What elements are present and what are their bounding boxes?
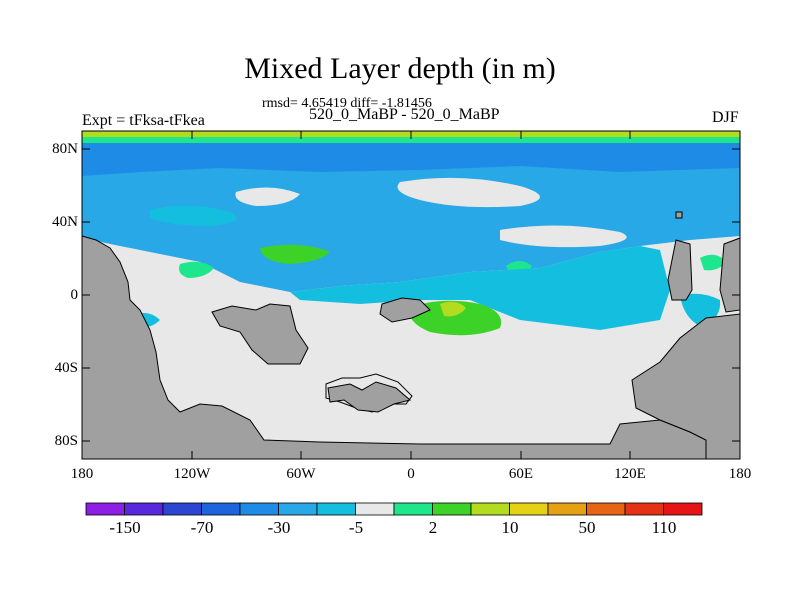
tick-marks: [82, 131, 740, 459]
colorbar-box: [355, 502, 395, 516]
colorbar-box: [278, 502, 318, 516]
lon-tick-label: 180: [728, 466, 752, 482]
lat-tick-label: 40S: [54, 360, 78, 376]
green-patch-b: [179, 261, 214, 278]
light-patch-a: [397, 177, 540, 208]
lon-tick-label: 120W: [173, 466, 211, 482]
landmass-west: [211, 303, 309, 365]
light-patch-b: [235, 187, 300, 206]
lon-tick-label: 60W: [286, 466, 316, 482]
lon-tick-label: 60E: [508, 466, 534, 482]
light-patch-c: [500, 225, 627, 248]
landmass-equatorial: [379, 297, 431, 323]
arctic-green-band: [82, 137, 740, 143]
colorbar-box: [586, 502, 626, 516]
colorbar-box: [393, 502, 433, 516]
colorbar-box: [316, 502, 356, 516]
lat-tick-label: 80S: [54, 433, 78, 449]
small-island: [675, 211, 683, 219]
colorbar-label: 110: [651, 518, 677, 537]
equatorial-green-patch: [409, 300, 502, 336]
colorbar-label: -70: [190, 518, 214, 537]
map-subtitle: 520_0_MaBP - 520_0_MaBP: [309, 106, 500, 123]
colorbar-box: [663, 502, 703, 516]
landmass-east-north: [667, 239, 693, 301]
colorbar-box: [547, 502, 587, 516]
colorbar-box: [124, 502, 164, 516]
lat-tick-label: 80N: [52, 141, 78, 157]
equatorial-yellow-patch: [440, 301, 466, 317]
season-label: DJF: [712, 109, 739, 126]
lon-tick-label: 0: [407, 466, 415, 482]
colorbar-label: -30: [267, 518, 291, 537]
green-patch-a: [260, 244, 330, 264]
colorbar-box: [201, 502, 241, 516]
colorbar-box: [624, 502, 664, 516]
colorbar-box: [509, 502, 549, 516]
equatorial-cyan-region: [290, 246, 670, 330]
lat-tick-label: 0: [70, 287, 79, 303]
colorbar-label: 10: [501, 518, 519, 537]
colorbar-label: -150: [109, 518, 141, 537]
colorbar-box: [239, 502, 279, 516]
land-masses: [81, 211, 741, 460]
landmass-south-ring: [327, 381, 412, 413]
colorbar-box: [470, 502, 510, 516]
colorbar-box: [85, 502, 125, 516]
green-patch-d: [700, 254, 726, 271]
mid-latitude-blue-region: [82, 143, 740, 292]
stats-line: rmsd= 4.65419 diff= -1.81456: [262, 96, 432, 111]
experiment-label: Expt = tFksa-tFkea: [82, 112, 205, 129]
landmass-east-edge: [719, 237, 741, 313]
colorbar-label: -5: [348, 518, 364, 537]
colorbar-box: [432, 502, 472, 516]
colorbar-label: 2: [428, 518, 438, 537]
colorbar: [85, 502, 703, 516]
map-title: Mixed Layer depth (in m): [244, 52, 556, 85]
lat-tick-label: 40N: [52, 214, 78, 230]
lon-tick-label: 120E: [614, 466, 646, 482]
lon-tick-label: 180: [70, 466, 94, 482]
colorbar-label: 50: [578, 518, 596, 537]
colorbar-box: [162, 502, 202, 516]
cyan-patch-a: [150, 205, 237, 226]
deep-blue-band: [82, 143, 740, 176]
